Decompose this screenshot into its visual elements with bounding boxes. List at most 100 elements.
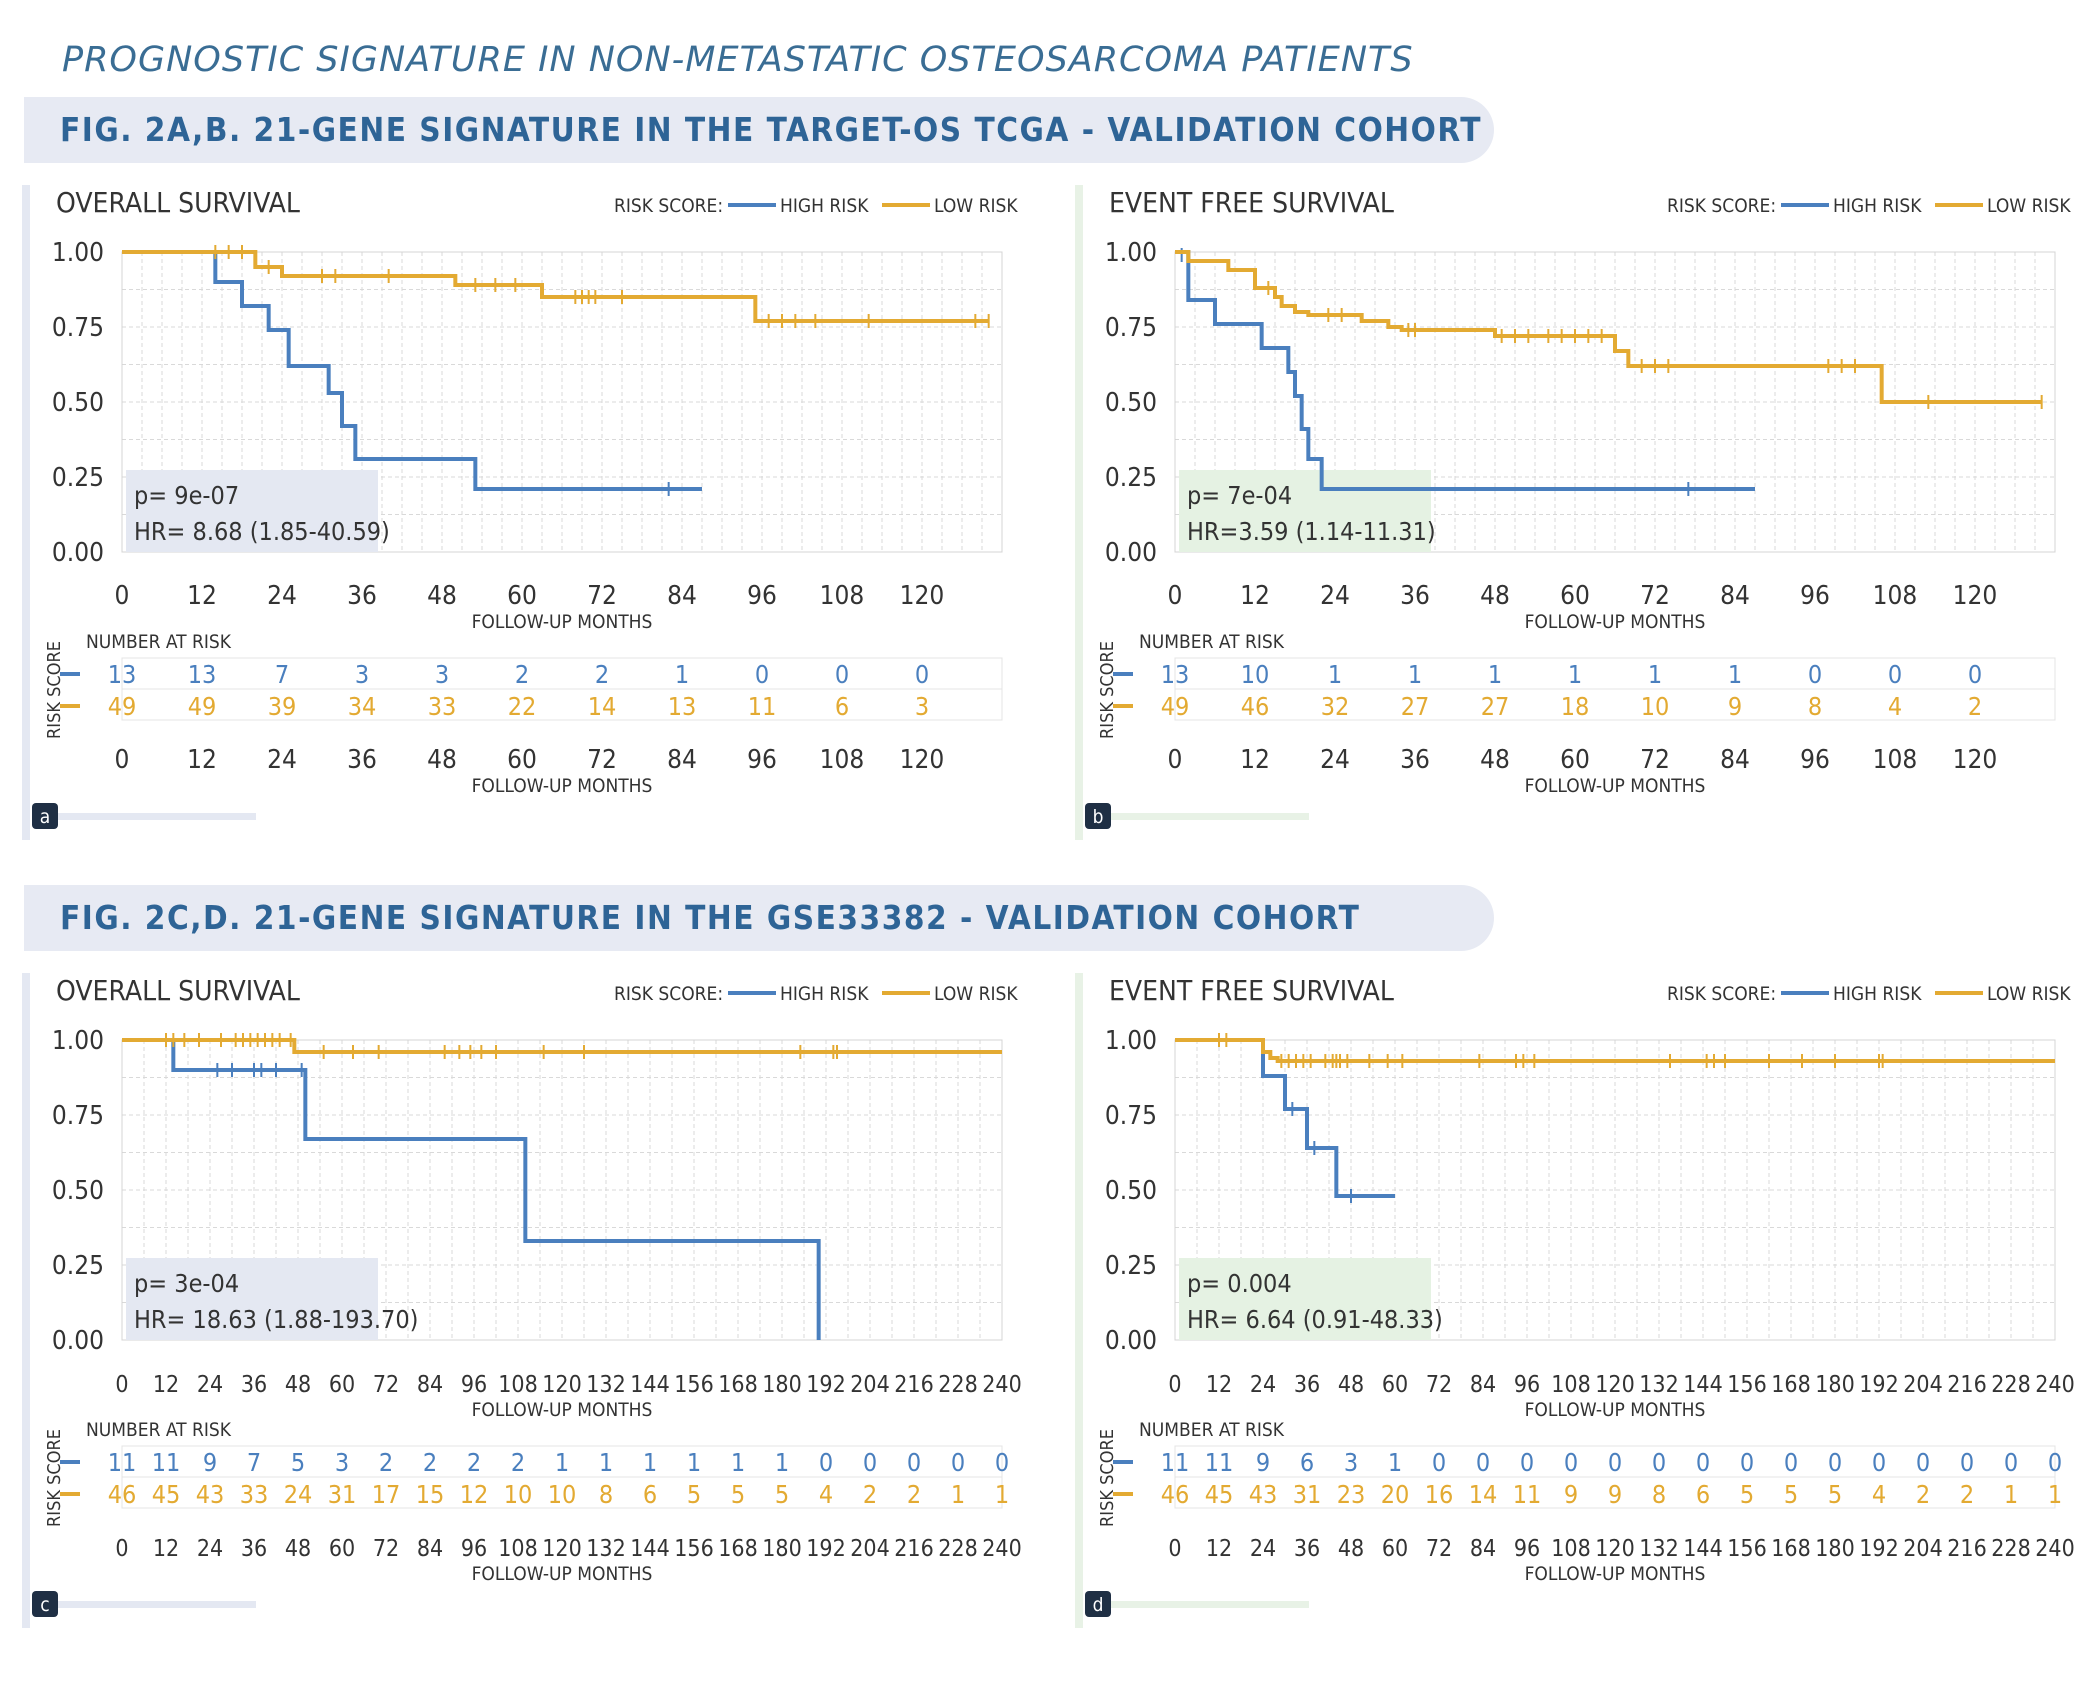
risk-table-x-tick-label: 96 xyxy=(1800,745,1830,775)
km-panel-d: EVENT FREE SURVIVAL RISK SCORE: HIGH RISK L… xyxy=(1075,973,2075,1628)
risk-table-x-tick-label: 72 xyxy=(587,745,617,775)
legend-entry-low: LOW RISK xyxy=(1987,195,2071,217)
plot-grid xyxy=(1174,1039,2056,1341)
km-panel-b: EVENT FREE SURVIVAL RISK SCORE: HIGH RISK L… xyxy=(1075,185,2071,840)
panel-title: OVERALL SURVIVAL xyxy=(56,974,300,1007)
risk-table-title: NUMBER AT RISK xyxy=(86,631,232,653)
plot-frame xyxy=(121,1039,1003,1341)
risk-table-x-tick-label: 12 xyxy=(187,745,217,775)
risk-count-low: 9 xyxy=(1608,1480,1622,1509)
risk-count-high: 1 xyxy=(1728,660,1742,689)
risk-table-x-tick-label: 192 xyxy=(806,1536,846,1562)
y-tick-label: 0.25 xyxy=(52,463,104,493)
risk-table-x-tick-label: 132 xyxy=(1639,1536,1679,1562)
risk-count-low: 10 xyxy=(1641,692,1670,721)
y-tick-label: 0.50 xyxy=(1105,1176,1157,1206)
risk-count-high: 0 xyxy=(1432,1448,1446,1477)
x-tick-label: 240 xyxy=(982,1372,1022,1398)
risk-count-low: 2 xyxy=(1960,1480,1974,1509)
risk-table-x-tick-label: 24 xyxy=(1250,1536,1276,1562)
risk-count-low: 9 xyxy=(1728,692,1742,721)
y-tick-label: 0.50 xyxy=(1105,388,1157,418)
x-tick-label: 0 xyxy=(1168,581,1183,611)
y-tick-label: 0.50 xyxy=(52,1176,104,1206)
low-risk-survival-curve xyxy=(1175,250,2042,404)
risk-count-low: 45 xyxy=(1205,1480,1234,1509)
x-tick-label: 240 xyxy=(2035,1372,2075,1398)
risk-table-x-tick-label: 84 xyxy=(1470,1536,1496,1562)
risk-table-x-tick-label: 132 xyxy=(586,1536,626,1562)
risk-count-low: 1 xyxy=(2004,1480,2018,1509)
x-tick-label: 72 xyxy=(373,1372,399,1398)
risk-table-x-tick-label: 204 xyxy=(1903,1536,1943,1562)
risk-table-x-tick-label: 36 xyxy=(1400,745,1430,775)
risk-count-low: 6 xyxy=(835,692,849,721)
risk-count-low: 6 xyxy=(1696,1480,1710,1509)
x-tick-label: 120 xyxy=(542,1372,582,1398)
x-tick-label: 144 xyxy=(630,1372,670,1398)
panel-bottom-stripe xyxy=(1087,813,1309,820)
risk-table-ylabel: RISK SCORE xyxy=(1097,641,1118,739)
legend-entry-low: LOW RISK xyxy=(934,195,1018,217)
risk-count-low: 12 xyxy=(460,1480,489,1509)
x-tick-label: 132 xyxy=(586,1372,626,1398)
risk-count-low: 10 xyxy=(504,1480,533,1509)
risk-table-x-tick-label: 240 xyxy=(2035,1536,2075,1562)
risk-count-high: 0 xyxy=(1960,1448,1974,1477)
x-tick-label: 168 xyxy=(718,1372,758,1398)
x-tick-label: 216 xyxy=(894,1372,934,1398)
p-value-label: p= 0.004 xyxy=(1187,1269,1292,1298)
x-tick-label: 180 xyxy=(762,1372,802,1398)
risk-count-high: 3 xyxy=(435,660,449,689)
risk-table-x-axis-label: FOLLOW-UP MONTHS xyxy=(1525,1563,1706,1585)
legend-entry-high: HIGH RISK xyxy=(780,983,869,1005)
x-tick-label: 72 xyxy=(587,581,617,611)
x-tick-label: 84 xyxy=(417,1372,443,1398)
legend-label: RISK SCORE: xyxy=(1667,983,1776,1005)
x-tick-label: 24 xyxy=(267,581,297,611)
x-tick-label: 108 xyxy=(820,581,865,611)
x-axis-label: FOLLOW-UP MONTHS xyxy=(472,611,653,633)
risk-table-x-tick-label: 48 xyxy=(1338,1536,1364,1562)
hazard-ratio-label: HR= 8.68 (1.85-40.59) xyxy=(134,517,390,546)
risk-count-high: 0 xyxy=(1828,1448,1842,1477)
x-tick-label: 60 xyxy=(507,581,537,611)
y-tick-label: 0.25 xyxy=(52,1251,104,1281)
high-risk-survival-curve xyxy=(122,250,702,491)
risk-count-low: 8 xyxy=(1652,1480,1666,1509)
panel-accent-stripe xyxy=(1075,973,1083,1628)
x-tick-label: 72 xyxy=(1640,581,1670,611)
page-title: PROGNOSTIC SIGNATURE IN NON-METASTATIC O… xyxy=(62,40,1414,80)
risk-count-high: 0 xyxy=(951,1448,965,1477)
risk-count-high: 11 xyxy=(108,1448,137,1477)
x-tick-label: 204 xyxy=(850,1372,890,1398)
risk-count-low: 8 xyxy=(599,1480,613,1509)
x-tick-label: 84 xyxy=(1720,581,1750,611)
risk-count-low: 2 xyxy=(863,1480,877,1509)
risk-count-low: 5 xyxy=(1784,1480,1798,1509)
risk-table-title: NUMBER AT RISK xyxy=(1139,631,1285,653)
risk-table-x-tick-label: 96 xyxy=(461,1536,487,1562)
hazard-ratio-label: HR= 6.64 (0.91-48.33) xyxy=(1187,1305,1443,1334)
risk-count-high: 0 xyxy=(819,1448,833,1477)
y-tick-label: 0.25 xyxy=(1105,1251,1157,1281)
risk-count-high: 0 xyxy=(2004,1448,2018,1477)
high-risk-survival-curve xyxy=(1175,1038,1395,1198)
risk-count-high: 7 xyxy=(275,660,289,689)
risk-table-x-tick-label: 60 xyxy=(329,1536,355,1562)
risk-table-x-tick-label: 12 xyxy=(153,1536,179,1562)
panel-bottom-stripe xyxy=(1087,1601,1309,1608)
y-tick-label: 0.75 xyxy=(1105,1101,1157,1131)
risk-count-low: 39 xyxy=(268,692,297,721)
y-tick-label: 0.75 xyxy=(52,313,104,343)
risk-count-high: 5 xyxy=(291,1448,305,1477)
x-tick-label: 72 xyxy=(1426,1372,1452,1398)
low-risk-survival-curve xyxy=(122,250,989,323)
y-tick-label: 1.00 xyxy=(52,1026,104,1056)
risk-count-low: 31 xyxy=(328,1480,357,1509)
risk-count-low: 8 xyxy=(1808,692,1822,721)
x-tick-label: 228 xyxy=(938,1372,978,1398)
risk-table-x-tick-label: 108 xyxy=(1873,745,1918,775)
risk-table-x-tick-label: 60 xyxy=(1560,745,1590,775)
x-tick-label: 108 xyxy=(1873,581,1918,611)
